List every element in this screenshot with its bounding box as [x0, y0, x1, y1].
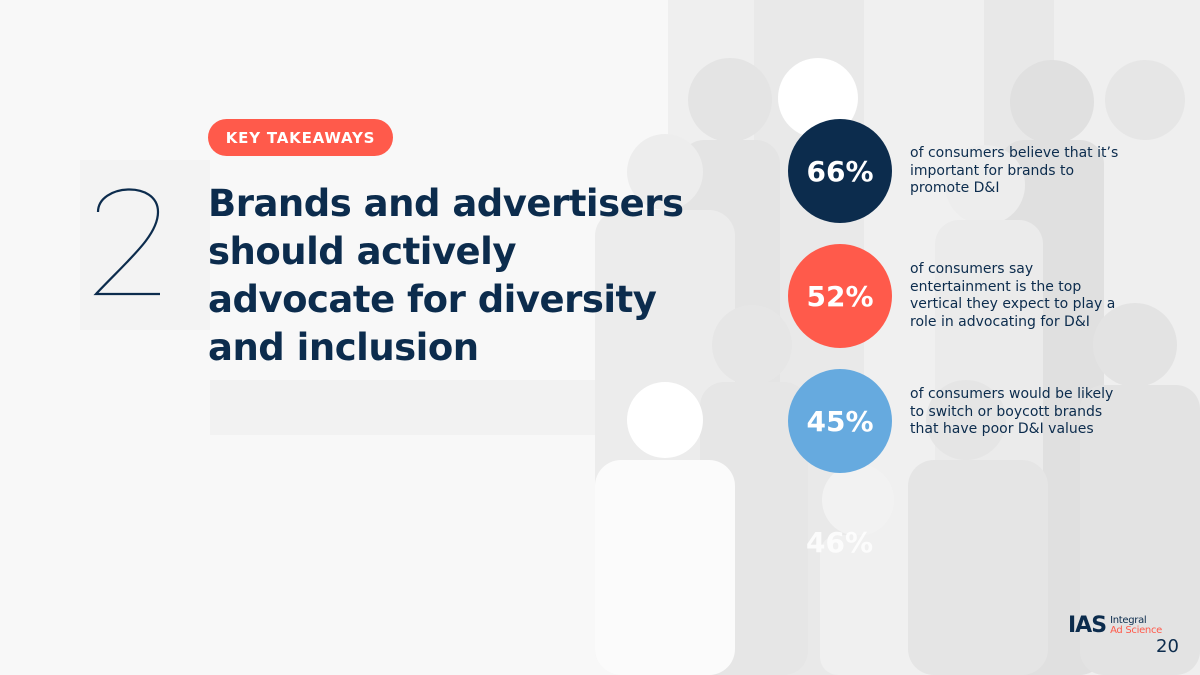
ias-logo: IAS Integral Ad Science: [1068, 615, 1162, 637]
key-takeaways-badge: KEY TAKEAWAYS: [208, 119, 393, 156]
stat-text-3: of consumers would be likely to switch o…: [910, 386, 1114, 437]
stat-circle-2: 52%: [788, 244, 892, 348]
ias-logo-mark-text: IAS: [1068, 613, 1107, 638]
stat-text-1: of consumers believe that it’s important…: [910, 145, 1119, 196]
stat-circle-1: 66%: [788, 119, 892, 223]
logo-line-2: Ad Science: [1110, 625, 1163, 636]
stat-circle-3: 45%: [788, 369, 892, 473]
stat-value-2: 52%: [806, 279, 874, 313]
ias-logo-mark: IAS: [1068, 613, 1107, 638]
stat-value-1: 66%: [806, 154, 874, 188]
logo-line-1: Integral: [1110, 615, 1147, 626]
takeaway-number: 2: [93, 188, 160, 296]
ghost-stat-value: 46%: [806, 526, 874, 559]
page-number: 20: [1156, 636, 1179, 657]
ias-logo-wordmark: Integral Ad Science: [1110, 616, 1162, 636]
headline: Brands and advertisers should actively a…: [208, 182, 684, 369]
stat-text-2: of consumers say entertainment is the to…: [910, 261, 1116, 330]
stat-value-3: 45%: [806, 404, 874, 438]
